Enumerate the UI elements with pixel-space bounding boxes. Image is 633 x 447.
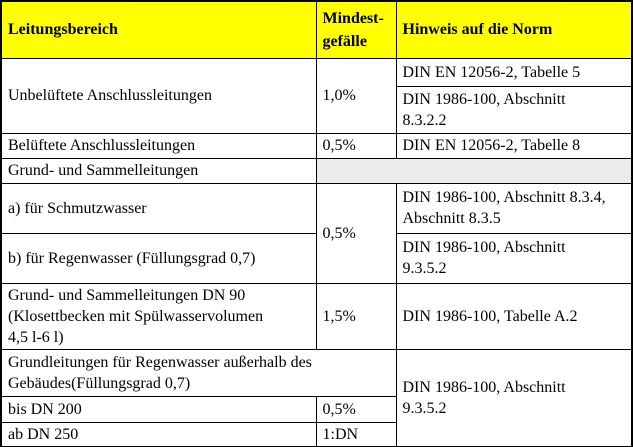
cell-gefaelle-unbelueftete: 1,0% [315, 57, 397, 134]
norm-text-line: DIN 1986-100, Abschnitt [402, 239, 566, 256]
table-row-regenwasser: b) für Regenwasser (Füllungsgrad 0,7) DI… [0, 232, 633, 284]
table-row-grund-und-sammelleitungen: Grund- und Sammelleitungen [0, 157, 633, 184]
cell-gefaelle-dn90: 1,5% [315, 282, 397, 350]
cell-bereich-ab-dn250: ab DN 250 [0, 421, 317, 447]
table-row-belueftete: Belüftete Anschlussleitungen 0,5% DIN EN… [0, 132, 633, 159]
header-mindestgefaelle-line2: gefälle [322, 32, 367, 50]
cell-norm-schmutzwasser: DIN 1986-100, Abschnitt 8.3.4, Abschnitt… [395, 182, 633, 234]
header-leitungsbereich: Leitungsbereich [0, 0, 317, 59]
bereich-text-line: 4,5 l-6 l) [8, 328, 64, 346]
cell-bereich-dn90: Grund- und Sammelleitungen DN 90 (Kloset… [0, 282, 317, 350]
cell-gefaelle-schmutz-regen: 0,5% [315, 182, 397, 284]
norm-text-line: 9.3.5.2 [402, 399, 447, 417]
table-row-schmutzwasser: a) für Schmutzwasser 0,5% DIN 1986-100, … [0, 182, 633, 284]
table-row-unbelueftete: Unbelüftete Anschlussleitungen 1,0% DIN … [0, 57, 633, 134]
table-row-bis-dn200: bis DN 200 0,5% [0, 395, 632, 423]
norm-text-line: DIN 1986-100, Abschnitt [402, 378, 566, 396]
cell-norm-dn90: DIN 1986-100, Tabelle A.2 [395, 282, 633, 350]
cell-bereich-schmutzwasser: a) für Schmutzwasser [0, 182, 317, 234]
bereich-text-line: Grund- und Sammelleitungen DN 90 [8, 286, 246, 304]
cell-norm-regenwasser: DIN 1986-100, Abschnitt 9.3.5.2 [395, 232, 633, 284]
cell-norm-unbelueftete-2: DIN 1986-100, Abschnitt 8.3.2.2 [395, 85, 633, 134]
table-row-ab-dn250: ab DN 250 1:DN [0, 421, 632, 447]
cell-gefaelle-ab-dn250: 1:DN [315, 421, 397, 447]
cell-gefaelle-belueftete: 0,5% [315, 132, 397, 159]
table-row-dn90: Grund- und Sammelleitungen DN 90 (Kloset… [0, 282, 633, 350]
norm-text-line: DIN 1986-100, Abschnitt 8.3.4, [402, 189, 606, 206]
cell-norm-grundleitungen-regenwasser: DIN 1986-100, Abschnitt 9.3.5.2 [395, 348, 633, 447]
cell-shaded-empty [315, 157, 633, 184]
header-hinweis-auf-die-norm: Hinweis auf die Norm [395, 0, 633, 59]
norm-text-line: DIN 1986-100, Abschnitt [402, 90, 566, 108]
cell-bereich-belueftete: Belüftete Anschlussleitungen [0, 132, 317, 159]
bereich-text-line: (Klosettbecken mit Spülwasservolumen [8, 307, 264, 325]
header-row: Leitungsbereich Mindest- gefälle Hinweis… [0, 0, 633, 59]
cell-gefaelle-bis-dn200: 0,5% [315, 395, 397, 423]
norm-text-line: Abschnitt 8.3.5 [402, 210, 501, 227]
norm-text-line: 8.3.2.2 [402, 111, 447, 129]
header-mindestgefaelle: Mindest- gefälle [315, 0, 397, 59]
cell-bereich-unbelueftete: Unbelüftete Anschlussleitungen [0, 57, 317, 134]
cell-norm-unbelueftete-1: DIN EN 12056-2, Tabelle 5 [395, 57, 633, 87]
bereich-text-line: Gebäudes(Füllungsgrad 0,7) [8, 374, 191, 392]
cell-bereich-bis-dn200: bis DN 200 [0, 395, 317, 423]
cell-norm-belueftete: DIN EN 12056-2, Tabelle 8 [395, 132, 633, 159]
norm-text-line: 9.3.5.2 [402, 260, 447, 277]
table-row-grundleitungen-regenwasser: Grundleitungen für Regenwasser außerhalb… [0, 348, 633, 447]
cell-bereich-grundleitungen-regenwasser: Grundleitungen für Regenwasser außerhalb… [0, 348, 397, 397]
cell-bereich-grund-und-sammelleitungen: Grund- und Sammelleitungen [0, 157, 317, 184]
header-mindestgefaelle-line1: Mindest- [322, 9, 384, 27]
bereich-text-line: Grundleitungen für Regenwasser außerhalb… [8, 353, 312, 371]
cell-bereich-regenwasser: b) für Regenwasser (Füllungsgrad 0,7) [0, 232, 317, 284]
table-row-unbelueftete-norm2: DIN 1986-100, Abschnitt 8.3.2.2 [1, 85, 633, 134]
